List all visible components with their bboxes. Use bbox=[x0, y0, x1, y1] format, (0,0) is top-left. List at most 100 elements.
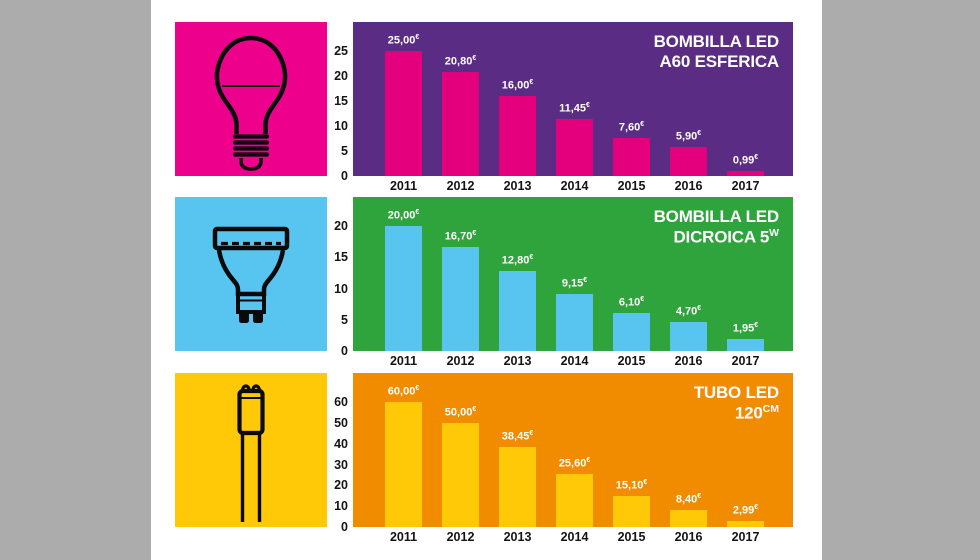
bar bbox=[556, 118, 593, 176]
euro-superscript: € bbox=[415, 209, 420, 217]
chart-row-dicroica: 20 15 10 5 0 BOMBILLA LED DICROICA 5W 20,00€ 1… bbox=[175, 197, 793, 368]
a60-bulb-drawing bbox=[214, 35, 288, 171]
x-axis-row-1: 2011 2012 2013 2014 2015 2016 2017 bbox=[353, 176, 793, 198]
bar-value-label: 16,70€ bbox=[444, 229, 477, 243]
bar-value-label: 15,10€ bbox=[615, 478, 648, 492]
euro-superscript: € bbox=[643, 478, 648, 486]
x-axis-year-label: 2011 bbox=[389, 179, 418, 193]
y-axis-tick-label: 0 bbox=[341, 344, 348, 358]
chart-title-a60: BOMBILLA LED A60 ESFERICA bbox=[654, 32, 780, 72]
x-axis-year-label: 2012 bbox=[446, 530, 475, 544]
bar-value-label: 2,99€ bbox=[732, 504, 759, 517]
gu10-dichroic-icon bbox=[175, 197, 327, 351]
bar-value-label: 38,45€ bbox=[501, 430, 534, 443]
bar-value-label: 5,90€ bbox=[675, 129, 702, 143]
y-axis-tick-label: 10 bbox=[334, 119, 348, 133]
bar bbox=[442, 72, 479, 176]
bar-value-label: 50,00€ bbox=[444, 406, 477, 419]
bar-value-label: 12,80€ bbox=[501, 254, 534, 267]
x-axis-year-label: 2014 bbox=[560, 179, 589, 193]
x-axis-year-label: 2011 bbox=[389, 354, 418, 368]
x-axis-year-label: 2013 bbox=[503, 179, 532, 193]
bar bbox=[613, 495, 650, 527]
euro-superscript: € bbox=[640, 296, 645, 304]
x-axis-year-label: 2017 bbox=[731, 179, 760, 193]
bar-value-label: 0,99€ bbox=[732, 154, 759, 168]
bar-value-label: 8,40€ bbox=[675, 492, 702, 506]
euro-superscript: € bbox=[472, 55, 477, 63]
x-axis-year-label: 2016 bbox=[674, 179, 703, 193]
chart-title-line: A60 ESFERICA bbox=[659, 52, 780, 72]
euro-superscript: € bbox=[529, 254, 534, 262]
y-axis-tick-label: 15 bbox=[334, 94, 348, 108]
bar bbox=[727, 520, 764, 527]
bar-value-label: 9,15€ bbox=[561, 277, 588, 290]
title-superscript: CM bbox=[762, 403, 779, 416]
bar bbox=[499, 96, 536, 176]
y-axis-tick-label: 25 bbox=[334, 44, 348, 58]
bar-value-label: 25,00€ bbox=[387, 34, 420, 47]
euro-superscript: € bbox=[415, 385, 420, 393]
left-margin-panel bbox=[0, 0, 151, 560]
x-axis-year-label: 2013 bbox=[503, 354, 532, 368]
bar bbox=[385, 402, 422, 527]
bar-value-label: 20,00€ bbox=[387, 209, 420, 222]
x-axis-year-label: 2014 bbox=[560, 354, 589, 368]
y-axis-row-2: 20 15 10 5 0 bbox=[327, 197, 353, 358]
bar bbox=[613, 312, 650, 351]
y-axis-tick-label: 30 bbox=[334, 457, 348, 472]
y-axis-tick-label: 10 bbox=[334, 281, 348, 296]
euro-superscript: € bbox=[472, 406, 477, 414]
x-axis-year-label: 2017 bbox=[731, 354, 760, 368]
euro-superscript: € bbox=[697, 492, 702, 500]
x-axis-year-label: 2015 bbox=[617, 530, 646, 544]
led-tube-drawing bbox=[237, 384, 265, 522]
y-axis-tick-label: 40 bbox=[334, 436, 348, 451]
y-axis-tick-label: 20 bbox=[334, 69, 348, 83]
euro-superscript: € bbox=[529, 430, 534, 438]
bar-value-label: 20,80€ bbox=[444, 55, 477, 68]
chart-title-dicroica: BOMBILLA LED DICROICA 5W bbox=[653, 207, 780, 248]
bar bbox=[670, 321, 707, 351]
x-axis-year-label: 2014 bbox=[560, 530, 589, 544]
chart-title-line: 120CM bbox=[734, 403, 779, 423]
bar-value-label: 11,45€ bbox=[559, 102, 590, 115]
euro-superscript: € bbox=[586, 457, 591, 465]
chart-row-tubo: 60 50 40 30 20 10 0 TUBO LED 120CM 60,00€ 50,00€… bbox=[175, 373, 793, 544]
y-axis-tick-label: 0 bbox=[341, 169, 348, 183]
title-superscript: W bbox=[769, 227, 779, 240]
euro-superscript: € bbox=[754, 154, 759, 162]
bar bbox=[385, 51, 422, 176]
y-axis-tick-label: 5 bbox=[341, 144, 348, 158]
euro-superscript: € bbox=[415, 34, 420, 42]
bar-value-label: 7,60€ bbox=[618, 121, 645, 134]
bar-value-label: 6,10€ bbox=[618, 296, 645, 309]
x-axis-year-label: 2012 bbox=[446, 179, 475, 193]
bar bbox=[727, 338, 764, 351]
bar-value-label: 4,70€ bbox=[675, 304, 702, 318]
bar bbox=[670, 509, 707, 527]
bar bbox=[556, 473, 593, 527]
bar-value-label: 25,60€ bbox=[558, 457, 591, 470]
led-tube-icon bbox=[175, 373, 327, 527]
euro-superscript: € bbox=[697, 129, 702, 137]
y-axis-tick-label: 10 bbox=[334, 499, 348, 514]
bar bbox=[499, 271, 536, 351]
euro-superscript: € bbox=[472, 229, 477, 237]
y-axis-row-3: 60 50 40 30 20 10 0 bbox=[327, 373, 353, 534]
y-axis-tick-label: 5 bbox=[341, 312, 348, 327]
chart-row-a60: 25 20 15 10 5 0 BOMBILLA LED A60 ESFERICA 25,0… bbox=[175, 22, 793, 193]
chart-title-line: BOMBILLA LED bbox=[653, 207, 780, 226]
plot-area-dicroica: 20,00€ 16,70€ 12,80€ 9,15€ 6,10€ 4,70€ 1,95€ bbox=[353, 197, 793, 351]
y-axis-tick-label: 0 bbox=[341, 520, 348, 534]
y-axis-tick-label: 20 bbox=[334, 219, 348, 233]
x-axis-year-label: 2015 bbox=[617, 179, 646, 193]
euro-superscript: € bbox=[583, 277, 588, 285]
x-axis-year-label: 2013 bbox=[503, 530, 532, 544]
euro-superscript: € bbox=[529, 79, 534, 87]
y-axis-row-1: 25 20 15 10 5 0 bbox=[327, 22, 353, 183]
chart-title-line: TUBO LED bbox=[693, 383, 779, 402]
y-axis-tick-label: 20 bbox=[334, 478, 348, 493]
plot-area-a60: 25,00€ 20,80€ 16,00€ 11,45€ 7,60€ 5,90€ 0,99€ bbox=[353, 22, 793, 176]
